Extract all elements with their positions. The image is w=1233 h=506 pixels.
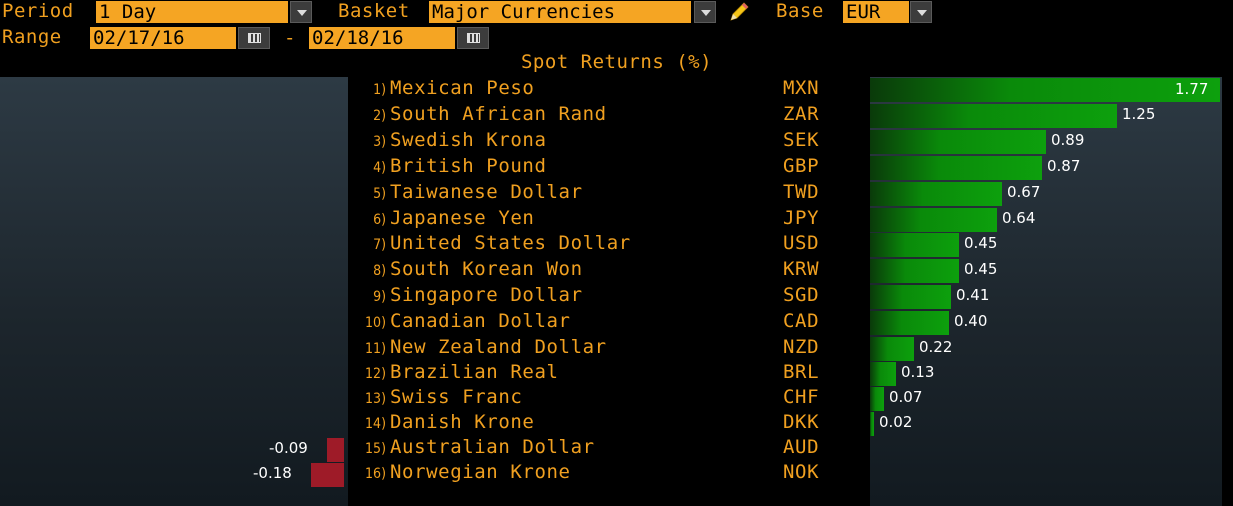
return-bar — [311, 463, 344, 487]
return-bar — [870, 181, 1002, 206]
chevron-down-icon[interactable] — [694, 1, 716, 23]
row-rank: 11) — [365, 341, 386, 357]
currency-code: GBP — [783, 154, 820, 177]
base-field[interactable]: EUR — [843, 1, 909, 23]
return-value-label: 0.87 — [1047, 156, 1081, 175]
basket-label: Basket — [338, 0, 410, 22]
row-rank: 3) — [373, 133, 386, 150]
currency-name: Canadian Dollar — [390, 310, 571, 333]
row-rank: 9) — [373, 289, 386, 306]
currency-name: Norwegian Krone — [390, 461, 571, 483]
row-rank: 16) — [365, 466, 386, 482]
range-separator: - — [284, 27, 296, 49]
row-rank: 2) — [373, 107, 386, 124]
return-value-label: -0.09 — [269, 439, 308, 457]
currency-name: Taiwanese Dollar — [390, 180, 583, 203]
currency-name: Danish Krone — [390, 411, 535, 433]
row-rank: 12) — [365, 366, 386, 382]
row-rank: 13) — [365, 391, 386, 407]
row-rank: 4) — [373, 159, 386, 176]
currency-name: South African Rand — [390, 102, 607, 125]
return-bar — [870, 337, 914, 361]
currency-code: TWD — [783, 180, 820, 203]
chevron-down-icon[interactable] — [910, 1, 932, 23]
range-label: Range — [2, 26, 62, 48]
basket-field[interactable]: Major Currencies — [429, 1, 691, 23]
currency-code: NOK — [783, 461, 820, 483]
currency-name: New Zealand Dollar — [390, 336, 607, 358]
return-bar — [870, 78, 1220, 102]
return-value-label: -0.18 — [253, 464, 292, 482]
currency-code: DKK — [783, 411, 820, 433]
return-value-label: 0.45 — [964, 234, 998, 253]
currency-code: CAD — [783, 310, 820, 333]
return-value-label: 1.25 — [1122, 104, 1156, 123]
return-bar — [870, 387, 884, 411]
pencil-icon[interactable] — [727, 1, 751, 23]
base-label: Base — [776, 0, 824, 22]
currency-name: United States Dollar — [390, 232, 631, 255]
currency-name: Mexican Peso — [390, 77, 535, 99]
return-value-label: 0.67 — [1007, 182, 1041, 201]
row-rank: 14) — [365, 416, 386, 432]
return-value-label: 0.02 — [879, 413, 913, 431]
range-start-field[interactable]: 02/17/16 — [90, 27, 236, 49]
currency-name: Swiss Franc — [390, 386, 523, 408]
chart-title: Spot Returns (%) — [520, 51, 713, 73]
return-value-label: 1.77 — [1175, 80, 1209, 98]
negative-bar-area — [0, 77, 348, 506]
return-value-label: 0.40 — [954, 312, 988, 331]
calendar-icon[interactable] — [238, 27, 270, 49]
currency-name: Japanese Yen — [390, 206, 535, 229]
return-value-label: 0.07 — [889, 388, 923, 406]
chevron-down-icon[interactable] — [290, 1, 312, 23]
currency-code: NZD — [783, 336, 820, 358]
row-rank: 5) — [373, 185, 386, 202]
row-rank: 1) — [373, 82, 386, 98]
row-rank: 15) — [365, 441, 386, 457]
return-bar — [870, 155, 1042, 180]
currency-code: BRL — [783, 361, 820, 383]
currency-code: CHF — [783, 386, 820, 408]
currency-code: MXN — [783, 77, 820, 99]
currency-code: SGD — [783, 284, 820, 307]
row-rank: 10) — [365, 315, 386, 332]
currency-code: JPY — [783, 206, 820, 229]
currency-name: South Korean Won — [390, 258, 583, 281]
period-label: Period — [2, 0, 74, 22]
calendar-icon[interactable] — [457, 27, 489, 49]
currency-code: KRW — [783, 258, 820, 281]
return-bar — [870, 129, 1046, 154]
row-rank: 7) — [373, 237, 386, 254]
range-end-field[interactable]: 02/18/16 — [309, 27, 455, 49]
return-bar — [870, 233, 959, 258]
period-field[interactable]: 1 Day — [96, 1, 288, 23]
return-value-label: 0.64 — [1002, 208, 1036, 227]
return-value-label: 0.22 — [919, 338, 953, 356]
return-bar — [870, 285, 951, 310]
currency-code: ZAR — [783, 102, 820, 125]
return-value-label: 0.41 — [956, 286, 990, 305]
return-value-label: 0.45 — [964, 260, 998, 279]
currency-name: Brazilian Real — [390, 361, 559, 383]
return-bar — [870, 412, 874, 436]
currency-name: Singapore Dollar — [390, 284, 583, 307]
row-rank: 6) — [373, 211, 386, 228]
return-bar — [327, 438, 344, 462]
currency-code: SEK — [783, 128, 820, 151]
return-bar — [870, 259, 959, 284]
currency-code: USD — [783, 232, 820, 255]
row-rank: 8) — [373, 263, 386, 280]
return-bar — [870, 362, 896, 386]
currency-name: British Pound — [390, 154, 547, 177]
currency-name: Australian Dollar — [390, 436, 595, 458]
return-value-label: 0.13 — [901, 363, 935, 381]
return-bar — [870, 207, 997, 232]
currency-name: Swedish Krona — [390, 128, 547, 151]
return-value-label: 0.89 — [1051, 130, 1085, 149]
currency-code: AUD — [783, 436, 820, 458]
return-bar — [870, 311, 949, 336]
return-bar — [870, 103, 1117, 128]
